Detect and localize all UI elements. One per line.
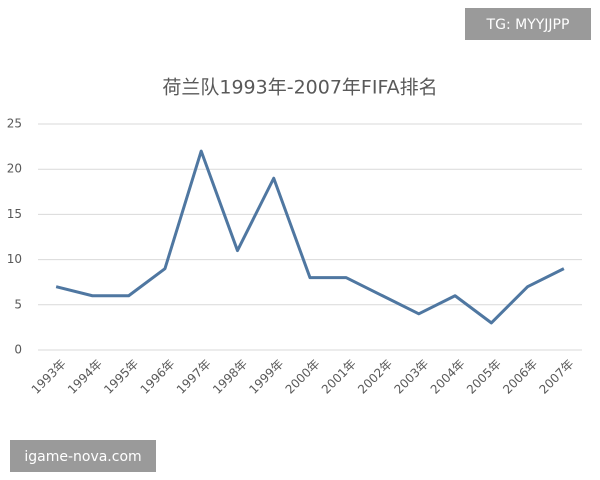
watermark-box bbox=[10, 440, 156, 472]
chart-title: 荷兰队1993年-2007年FIFA排名 bbox=[162, 77, 437, 99]
watermark-box bbox=[465, 8, 591, 40]
y-tick-label: 15 bbox=[7, 207, 22, 221]
y-tick-label: 20 bbox=[7, 162, 22, 176]
y-tick-label: 5 bbox=[14, 297, 22, 311]
y-tick-label: 10 bbox=[7, 252, 22, 266]
watermark: igame-nova.com bbox=[24, 449, 141, 465]
y-tick-label: 0 bbox=[14, 343, 22, 357]
data-line bbox=[55, 149, 565, 325]
watermark: TG: MYYJJPP bbox=[486, 17, 570, 33]
y-tick-label: 25 bbox=[7, 117, 22, 131]
